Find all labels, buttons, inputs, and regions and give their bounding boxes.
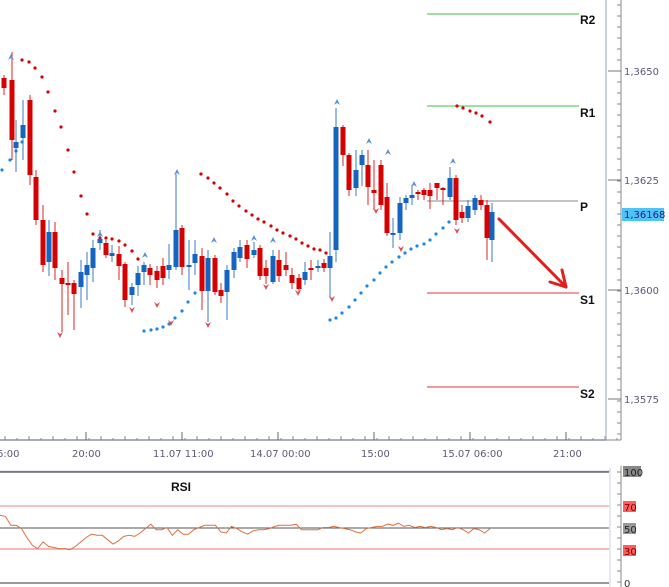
time-axis[interactable]: 6:00 20:00 11.07 11:00 14.07 00:00 15:00… — [0, 432, 621, 460]
rsi-tick-badge — [623, 501, 636, 512]
time-tick-label: 14.07 00:00 — [250, 449, 311, 460]
candlesticks — [1, 52, 495, 332]
time-tick-label: 15.07 06:00 — [442, 449, 503, 460]
price-tick-label: 1,3650 — [624, 67, 659, 78]
r1-label: R1 — [580, 106, 596, 120]
current-price-label: 1,36168 — [624, 210, 665, 221]
rsi-panel: RSI — [0, 468, 611, 587]
time-tick-label: 6:00 — [0, 449, 19, 460]
s2-label: S2 — [580, 387, 595, 401]
rsi-tick-label: 50 — [624, 525, 637, 536]
parabolic-sar-dots — [0, 58, 492, 333]
time-tick-label: 11.07 11:00 — [153, 449, 214, 460]
price-tick-label: 1,3600 — [624, 286, 659, 297]
rsi-tick-label: 100 — [624, 468, 643, 479]
price-plot-frame — [0, 0, 607, 441]
price-tick-label: 1,3575 — [624, 395, 659, 406]
rsi-title: RSI — [171, 480, 191, 494]
rsi-axis[interactable]: 100 70 50 30 0 — [617, 466, 643, 587]
s1-label: S1 — [580, 293, 595, 307]
rsi-tick-badge — [623, 545, 636, 556]
rsi-tick-label: 30 — [624, 547, 637, 558]
time-tick-label: 20:00 — [72, 449, 101, 460]
time-tick-label: 15:00 — [361, 449, 390, 460]
r2-label: R2 — [580, 13, 596, 27]
fractal-arrows — [8, 54, 460, 338]
price-tick-label: 1,3625 — [624, 176, 659, 187]
pivot-levels: R2 R1 P S1 S2 — [427, 13, 596, 401]
price-axis[interactable]: 1,3650 1,3625 1,3600 1,3575 1,36168 — [608, 0, 665, 440]
rsi-tick-label: 0 — [624, 579, 630, 587]
down-arrow-annotation — [497, 217, 568, 289]
pivot-label: P — [580, 200, 588, 214]
rsi-tick-badge — [623, 523, 636, 534]
rsi-tick-label: 70 — [624, 503, 637, 514]
rsi-line — [0, 514, 491, 551]
time-tick-label: 21:00 — [553, 449, 582, 460]
current-price-badge — [622, 208, 664, 221]
rsi-tick-badge — [623, 466, 641, 477]
